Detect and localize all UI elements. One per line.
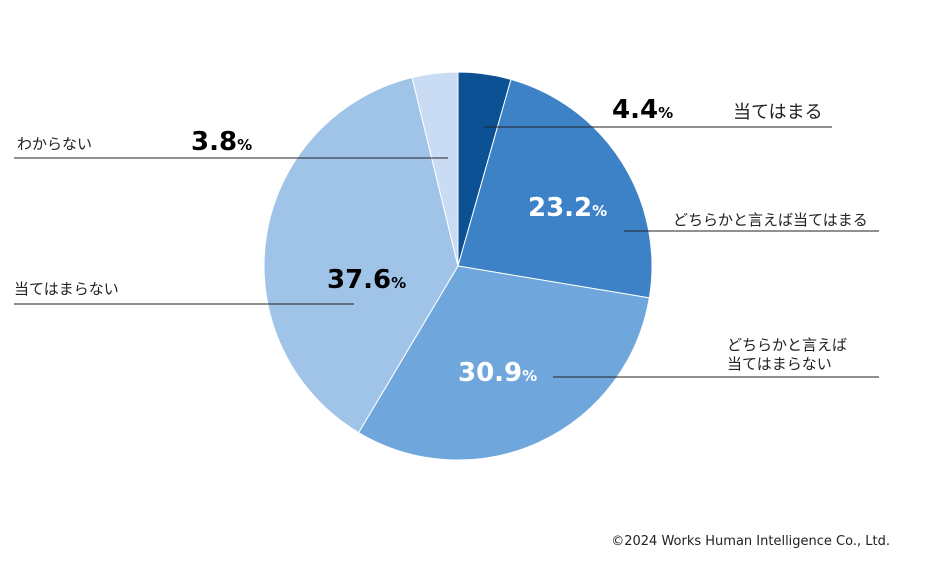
category-label-5: わからない bbox=[17, 135, 92, 153]
pie-slice-5 bbox=[411, 71, 459, 267]
category-label-3-line-2: 当てはまらない bbox=[727, 355, 832, 373]
category-label-1: 当てはまる bbox=[733, 102, 823, 123]
slice-value-label-5: 3.8% bbox=[191, 127, 252, 157]
category-label-4: 当てはまらない bbox=[14, 280, 119, 298]
category-label-3-line-1: どちらかと言えば bbox=[727, 336, 847, 354]
pie-slice-4 bbox=[263, 76, 459, 434]
slice-value-label-3: 30.9% bbox=[458, 358, 537, 388]
copyright-text: ©2024 Works Human Intelligence Co., Ltd. bbox=[611, 534, 890, 549]
category-label-2: どちらかと言えば当てはまる bbox=[673, 211, 868, 229]
pie-slice-2 bbox=[457, 78, 653, 299]
slice-value-label-1: 4.4% bbox=[612, 95, 673, 125]
pie-slice-3 bbox=[357, 265, 650, 461]
slice-value-label-2: 23.2% bbox=[528, 193, 607, 223]
slice-value-label-4: 37.6% bbox=[327, 265, 406, 295]
